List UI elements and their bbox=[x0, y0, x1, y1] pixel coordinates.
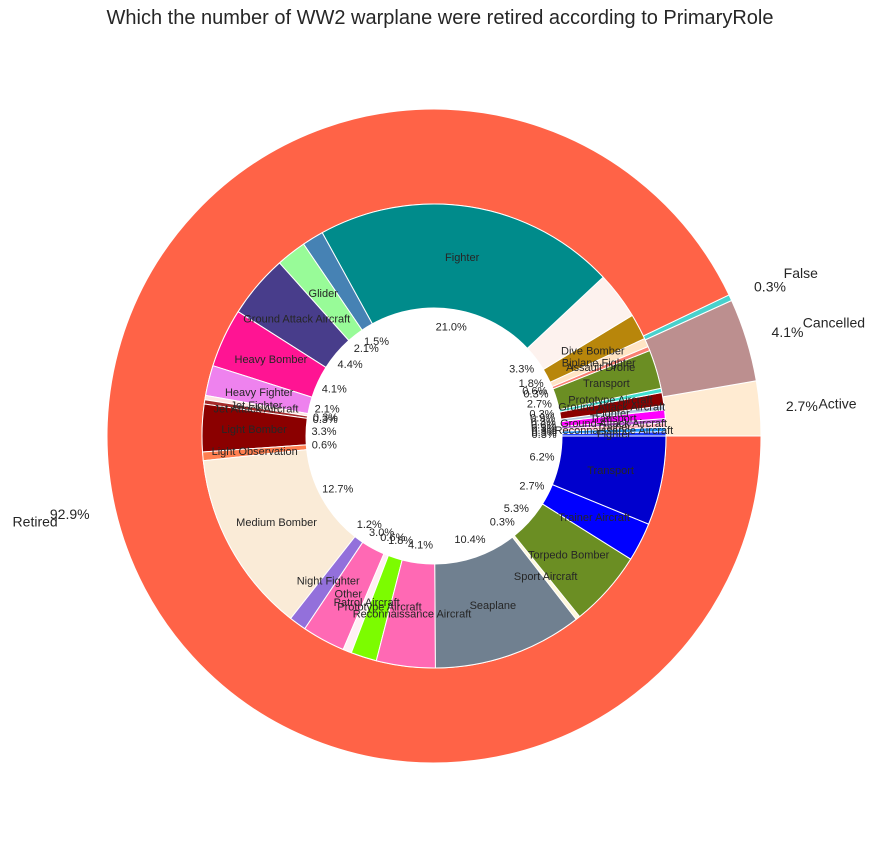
inner-label-ground-attack-aircraft-16: Ground Attack Aircraft bbox=[243, 314, 350, 326]
inner-label-prototype-aircraft-27: Prototype Aircraft bbox=[337, 602, 421, 614]
inner-label-fighter-13: Fighter bbox=[445, 252, 480, 264]
inner-label-transport-4: Transport bbox=[590, 413, 637, 425]
inner-label-heavy-bomber-17: Heavy Bomber bbox=[235, 354, 308, 366]
inner-label-light-bomber-21: Light Bomber bbox=[221, 424, 287, 436]
inner-pct-jet-attack-aircraft-20: 0.3% bbox=[313, 414, 338, 426]
outer-pct-false-2: 0.3% bbox=[754, 279, 786, 295]
outer-label-false-2: False bbox=[784, 265, 818, 281]
inner-label-fighter-0: Fighter bbox=[597, 428, 632, 440]
inner-label-dive-bomber-11: Dive Bomber bbox=[561, 345, 625, 357]
inner-pct-fighter-0: 0.3% bbox=[532, 429, 557, 441]
inner-label-night-fighter-24: Night Fighter bbox=[297, 576, 360, 588]
inner-pct-transport-8: 2.7% bbox=[527, 398, 552, 410]
inner-pct-fighter-5: 0.3% bbox=[531, 417, 556, 429]
inner-pct-fighter-13: 21.0% bbox=[436, 321, 467, 333]
inner-label-light-observation-22: Light Observation bbox=[212, 446, 298, 458]
inner-slice-fighter-13 bbox=[321, 203, 604, 350]
inner-pct-jet-fighter-19: 0.3% bbox=[313, 412, 338, 424]
inner-pct-slice-14: 1.5% bbox=[364, 336, 389, 348]
inner-pct-heavy-bomber-17: 4.1% bbox=[322, 383, 347, 395]
outer-label-active-0: Active bbox=[818, 395, 856, 411]
inner-label-glider-15: Glider bbox=[309, 288, 339, 300]
inner-label-transport-8: Transport bbox=[583, 378, 630, 390]
outer-pct-cancelled-1: 4.1% bbox=[772, 324, 804, 340]
inner-pct-light-observation-22: 0.6% bbox=[312, 440, 337, 452]
inner-pct-assault-drone-9: 0.3% bbox=[523, 389, 548, 401]
inner-pct-ground-attack-aircraft-16: 4.4% bbox=[338, 359, 363, 371]
inner-label-heavy-fighter-18: Heavy Fighter bbox=[225, 387, 294, 399]
inner-pct-transport-33: 6.2% bbox=[529, 451, 554, 463]
inner-pct-prototype-aircraft-27: 1.8% bbox=[388, 535, 413, 547]
inner-slice-transport-33 bbox=[551, 435, 667, 525]
inner-pct-night-fighter-24: 1.2% bbox=[357, 519, 382, 531]
inner-pct-medium-bomber-23: 12.7% bbox=[322, 483, 353, 495]
inner-label-other-25: Other bbox=[335, 588, 363, 600]
inner-label-medium-bomber-23: Medium Bomber bbox=[236, 517, 317, 529]
inner-pct-ground-attack-aircraft-6: 0.9% bbox=[530, 412, 555, 424]
inner-label-sport-aircraft-30: Sport Aircraft bbox=[514, 571, 578, 583]
inner-label-assault-drone-9: Assault Drone bbox=[566, 362, 635, 374]
inner-pct-seaplane-29: 10.4% bbox=[454, 534, 485, 546]
inner-pct-transport-4: 0.6% bbox=[531, 420, 556, 432]
inner-label-jet-attack-aircraft-20: Jet Attack Aircraft bbox=[213, 404, 298, 416]
inner-label-seaplane-29: Seaplane bbox=[470, 600, 517, 612]
inner-pct-trainer-2: 0.3% bbox=[531, 425, 556, 437]
outer-pct-retired-3: 92.9% bbox=[50, 506, 90, 522]
inner-label-ground-attack-aircraft-3: Ground Attack Aircraft bbox=[560, 418, 667, 430]
inner-label-ground-attack-aircraft-6: Ground Attack Aircraft bbox=[558, 401, 665, 413]
outer-pct-active-0: 2.7% bbox=[786, 398, 818, 414]
inner-label-prototype-aircraft-7: Prototype Aircraft bbox=[568, 395, 652, 407]
inner-label-jet-fighter-19: Jet Fighter bbox=[231, 400, 283, 412]
inner-label-transport-33: Transport bbox=[587, 465, 634, 477]
chart-title: Which the number of WW2 warplane were re… bbox=[107, 7, 774, 29]
outer-label-cancelled-1: Cancelled bbox=[803, 315, 865, 331]
outer-label-retired-3: Retired bbox=[13, 513, 58, 529]
inner-pct-other-25: 3.0% bbox=[369, 527, 394, 539]
inner-pct-reconnaissance-aircraft-28: 4.1% bbox=[408, 539, 433, 551]
inner-label-reconnaissance-aircraft-1: Reconnaissance Aircraft bbox=[555, 425, 674, 437]
inner-pct-light-bomber-21: 3.3% bbox=[311, 426, 336, 438]
inner-label-biplane-fighter-10: Biplane Fighter bbox=[562, 357, 636, 369]
inner-pct-slice-12: 3.3% bbox=[509, 363, 534, 375]
inner-pct-heavy-fighter-18: 2.1% bbox=[315, 404, 340, 416]
outer-ring bbox=[106, 108, 762, 764]
inner-pct-glider-15: 2.1% bbox=[354, 343, 379, 355]
inner-label-reconnaissance-aircraft-28: Reconnaissance Aircraft bbox=[353, 609, 472, 621]
outer-labels: Active2.7%Cancelled4.1%False0.3%Retired9… bbox=[13, 265, 866, 530]
inner-label-fighter-5: Fighter bbox=[596, 408, 631, 420]
inner-pct-biplane-fighter-10: 0.6% bbox=[522, 386, 547, 398]
inner-pct-prototype-aircraft-7: 0.3% bbox=[529, 408, 554, 420]
inner-pct-dive-bomber-11: 1.8% bbox=[519, 378, 544, 390]
inner-pct-sport-aircraft-30: 0.3% bbox=[490, 516, 515, 528]
inner-pct-ground-attack-aircraft-3: 0.3% bbox=[531, 423, 556, 435]
inner-pct-reconnaissance-aircraft-1: 0.3% bbox=[531, 427, 556, 439]
inner-ring bbox=[201, 203, 667, 669]
inner-pct-trainer-aircraft-32: 2.7% bbox=[519, 480, 544, 492]
inner-pct-patrol-aircraft-26: 0.6% bbox=[380, 532, 405, 544]
inner-pct-torpedo-bomber-31: 5.3% bbox=[504, 503, 529, 515]
inner-label-trainer-aircraft-32: Trainer Aircraft bbox=[558, 512, 630, 524]
inner-label-trainer-2: Trainer bbox=[597, 422, 632, 434]
inner-label-patrol-aircraft-26: Patrol Aircraft bbox=[334, 597, 400, 609]
inner-label-torpedo-bomber-31: Torpedo Bomber bbox=[528, 549, 610, 561]
